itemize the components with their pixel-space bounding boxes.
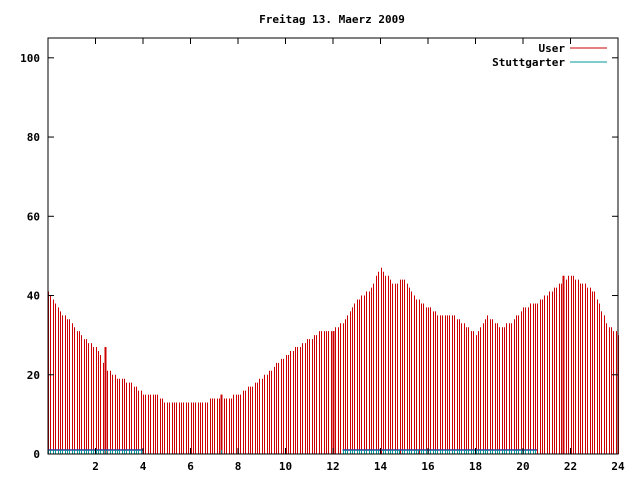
x-tick-label: 20 [516, 460, 529, 473]
x-tick-label: 12 [326, 460, 339, 473]
x-tick-label: 16 [421, 460, 435, 473]
x-tick-label: 10 [279, 460, 292, 473]
y-tick-label: 80 [27, 131, 40, 144]
legend-label-stuttgarter: Stuttgarter [492, 56, 565, 69]
x-tick-label: 24 [611, 460, 625, 473]
y-tick-label: 40 [27, 290, 40, 303]
bars-layer [48, 267, 619, 454]
x-tick-label: 18 [469, 460, 482, 473]
x-tick-label: 2 [92, 460, 99, 473]
x-tick-label: 22 [564, 460, 577, 473]
x-tick-label: 8 [235, 460, 242, 473]
x-tick-label: 4 [140, 460, 147, 473]
y-tick-label: 20 [27, 369, 40, 382]
x-tick-label: 6 [187, 460, 194, 473]
stuttgarter-series-layer [48, 449, 538, 454]
y-tick-label: 100 [20, 52, 40, 65]
x-tick-label: 14 [374, 460, 388, 473]
y-tick-label: 60 [27, 210, 40, 223]
legend: User Stuttgarter [492, 42, 607, 69]
y-tick-label: 0 [33, 448, 40, 461]
legend-label-user: User [539, 42, 566, 55]
chart-title: Freitag 13. Maerz 2009 [259, 13, 405, 26]
